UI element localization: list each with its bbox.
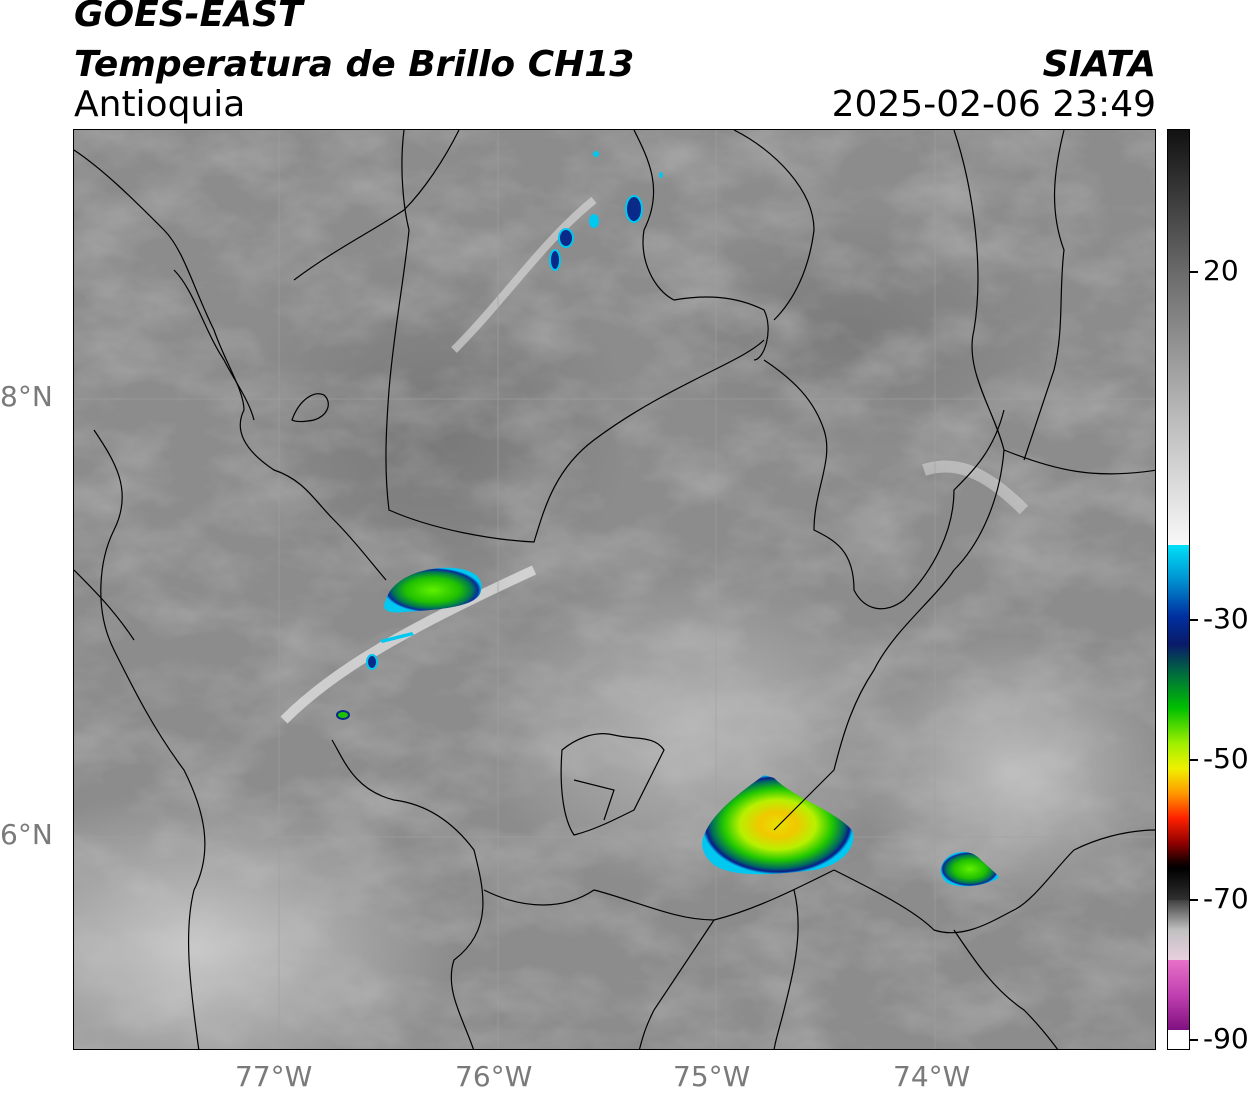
colorbar-canvas [1168, 130, 1189, 1049]
storm-cell-small [336, 710, 350, 720]
border-choco [331, 739, 484, 1049]
map-canvas [74, 130, 1155, 1049]
border-antioquia-north [385, 130, 765, 543]
colorbar-label: -30 [1203, 602, 1249, 635]
colorbar-label: -70 [1203, 882, 1249, 915]
colorbar-tick [1190, 271, 1198, 273]
longitude-tick: 76°W [455, 1060, 533, 1093]
colorbar [1167, 129, 1190, 1050]
storm-cell-small [659, 172, 663, 178]
island-outline [291, 393, 329, 423]
satellite-title: GOES-EAST [74, 0, 303, 35]
border-risaralda [638, 919, 715, 1049]
boundaries [74, 130, 1155, 1049]
storm-cell-east [940, 851, 999, 887]
organization-label: SIATA [1042, 44, 1156, 85]
colorbar-tick [1190, 899, 1198, 901]
colorbar-tick [1190, 759, 1198, 761]
cirrus-streak [280, 565, 537, 724]
border-bolivar [763, 359, 1005, 610]
region-title: Antioquia [74, 84, 246, 125]
colorbar-gray-segment [1168, 130, 1189, 545]
storm-cell-small [558, 228, 574, 248]
municipal-line [573, 779, 615, 821]
storm-cell-small [366, 654, 378, 670]
border-segment [74, 569, 135, 641]
longitude-tick: 74°W [893, 1060, 971, 1093]
colorbar-tick [1190, 619, 1198, 621]
border-caldas [483, 869, 835, 921]
coastline-pacific [93, 429, 206, 1049]
border-sucre [733, 130, 815, 321]
longitude-tick: 75°W [673, 1060, 751, 1093]
datetime-label: 2025-02-06 23:49 [831, 84, 1156, 125]
storm-cell-small [593, 151, 599, 157]
colorbar-label: -90 [1203, 1022, 1249, 1055]
municipal-outline [560, 733, 665, 836]
storm-cell-small [549, 249, 561, 271]
storm-cell-small [625, 195, 643, 223]
border-east-segment [1003, 449, 1155, 475]
coastline-uraba [293, 130, 460, 281]
cirrus-streak [922, 460, 1029, 515]
colorbar-label: -50 [1203, 742, 1249, 775]
border-boyaca [833, 829, 1155, 934]
border-cundinamarca [953, 929, 1059, 1049]
border-cordoba [633, 130, 769, 361]
longitude-tick: 77°W [235, 1060, 313, 1093]
colorbar-tick [1190, 1039, 1198, 1041]
border-santander [773, 130, 1005, 831]
coastline-north [74, 149, 387, 581]
storm-cell-central [702, 775, 854, 875]
colorbar-color-segment [1168, 545, 1189, 900]
border-caldas-east [773, 889, 799, 1049]
colorbar-gray2-segment [1168, 900, 1189, 960]
latitude-tick: 6°N [0, 818, 53, 851]
coastline-gulf [173, 269, 255, 421]
storm-cell-small [589, 214, 599, 228]
colorbar-pink-segment [1168, 960, 1189, 1030]
storm-cell-west [384, 567, 482, 613]
cold-cloud-streak [380, 632, 414, 643]
colorbar-label: 20 [1203, 254, 1239, 287]
satellite-map [73, 129, 1156, 1050]
cloud-texture [74, 130, 1155, 1049]
latitude-tick: 8°N [0, 380, 53, 413]
graticule [74, 130, 1155, 1049]
border-east [1023, 130, 1065, 461]
colorbar-white-segment [1168, 1030, 1189, 1049]
cirrus-streak [451, 196, 597, 353]
product-title: Temperatura de Brillo CH13 [74, 44, 635, 85]
